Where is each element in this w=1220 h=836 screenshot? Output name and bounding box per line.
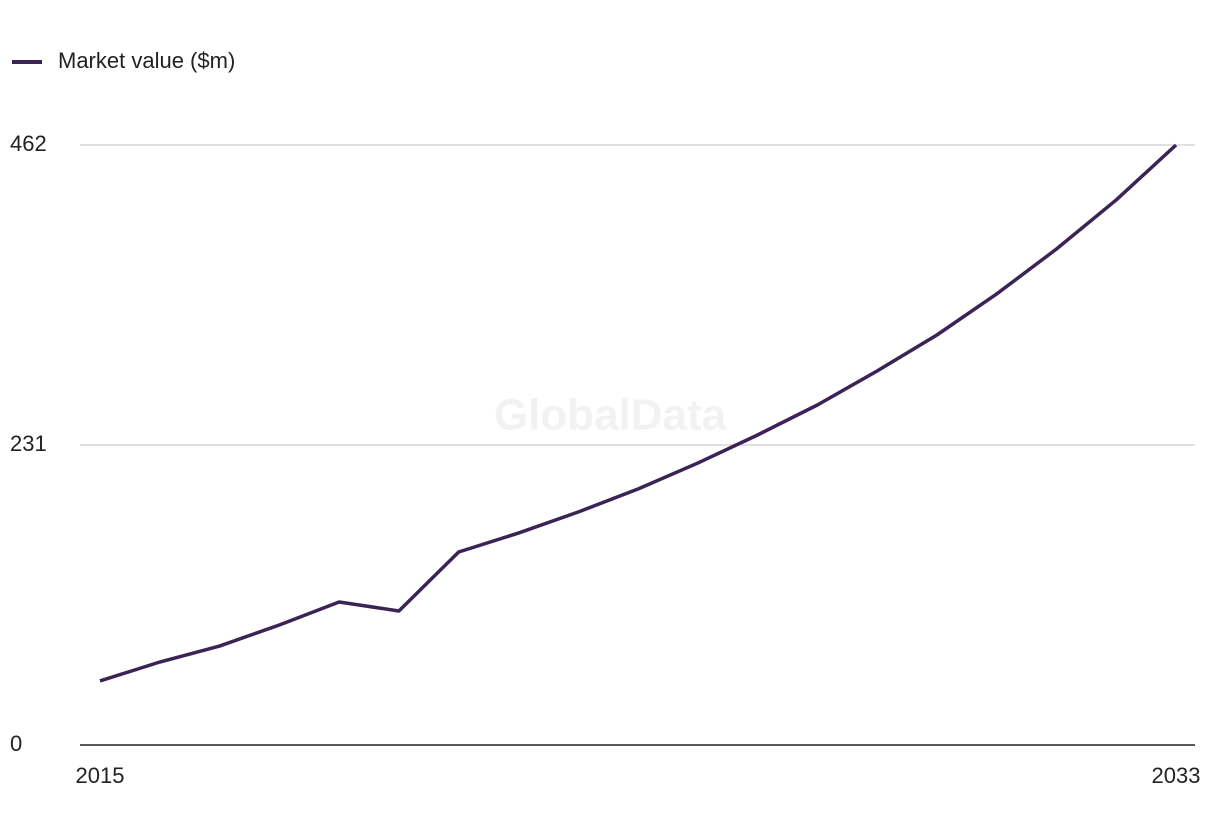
- x-tick-label: 2033: [1152, 763, 1201, 788]
- line: [99, 143, 1178, 683]
- y-tick-label: 462: [10, 131, 47, 156]
- legend-label: Market value ($m): [58, 48, 235, 73]
- y-tick-label: 231: [10, 431, 47, 456]
- watermark: GlobalData: [494, 391, 727, 440]
- y-tick-label: 0: [10, 731, 22, 756]
- x-tick-label: 2015: [76, 763, 125, 788]
